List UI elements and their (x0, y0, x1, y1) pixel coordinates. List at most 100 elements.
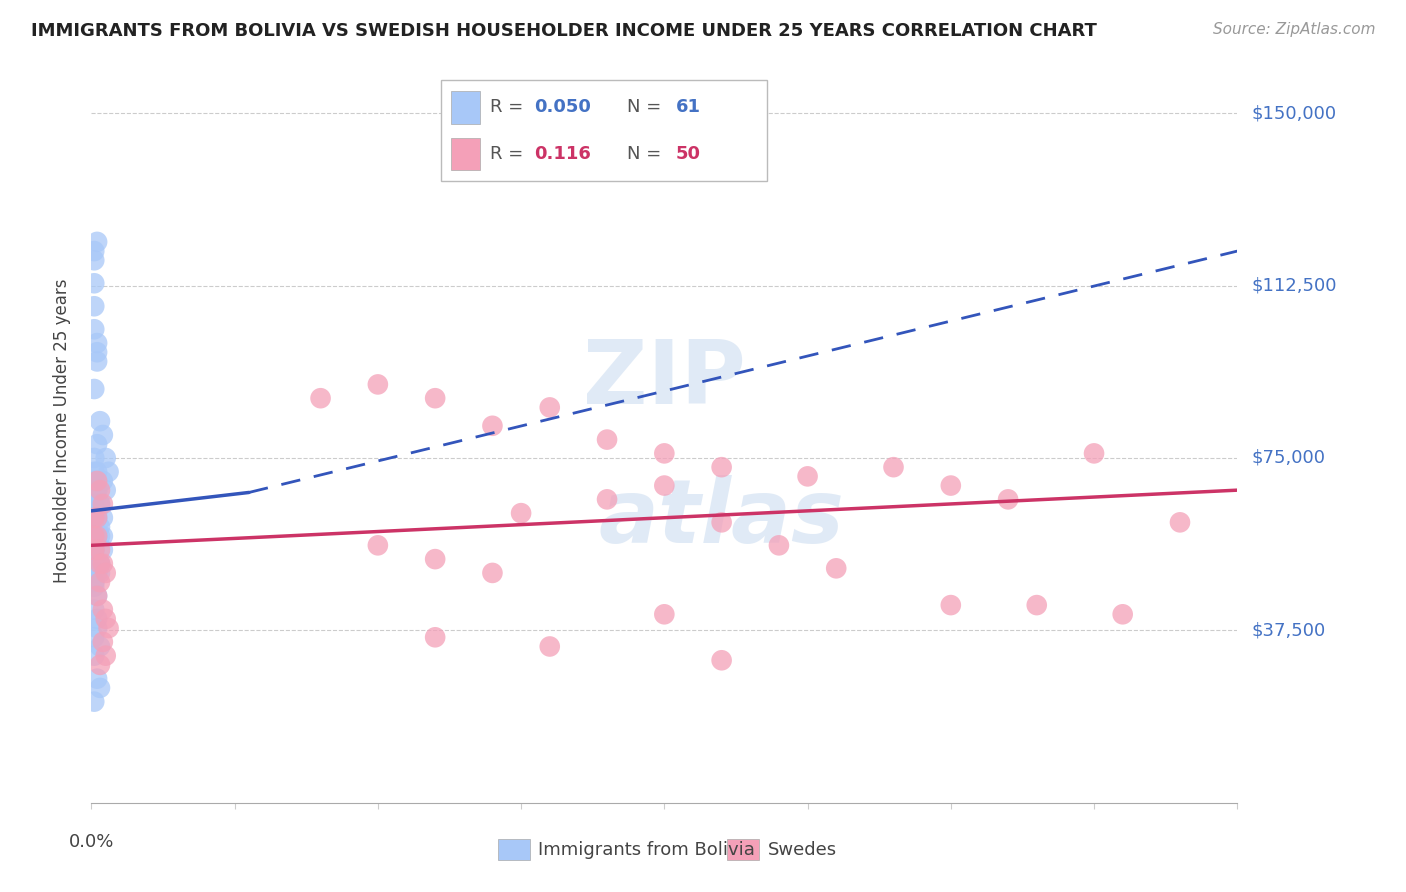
Y-axis label: Householder Income Under 25 years: Householder Income Under 25 years (52, 278, 70, 582)
Point (86, 336, 108, 351)
Point (83, 695, 105, 709)
Point (91, 529, 114, 543)
Point (423, 630, 446, 644)
Point (83, 277, 105, 291)
Point (89, 575, 111, 590)
Point (89, 414, 111, 428)
Point (83, 575, 105, 590)
Point (86, 345, 108, 359)
Point (86, 235, 108, 249)
Point (86, 483, 108, 498)
Point (89, 529, 111, 543)
Point (83, 506, 105, 520)
Point (97, 621, 120, 635)
Point (86, 437, 108, 451)
Point (86, 506, 108, 520)
Point (652, 607, 675, 622)
Point (89, 566, 111, 580)
Point (1083, 446, 1105, 460)
Point (83, 575, 105, 590)
Point (596, 492, 619, 507)
Point (86, 589, 108, 603)
Point (89, 557, 111, 571)
Point (652, 478, 675, 492)
Point (1025, 598, 1047, 612)
Point (83, 543, 105, 558)
Point (652, 446, 675, 460)
Point (1168, 516, 1191, 530)
Point (83, 450, 105, 465)
Point (538, 401, 561, 415)
Point (83, 543, 105, 558)
Point (83, 299, 105, 313)
Point (89, 497, 111, 511)
Point (89, 681, 111, 695)
Point (481, 418, 503, 433)
Point (481, 566, 503, 580)
Point (710, 653, 733, 667)
Point (94, 566, 117, 580)
Point (510, 506, 533, 520)
Point (89, 657, 111, 672)
Point (83, 322, 105, 336)
Text: Immigrants from Bolivia: Immigrants from Bolivia (538, 841, 755, 859)
Point (86, 529, 108, 543)
Point (710, 460, 733, 475)
Bar (727, 839, 759, 860)
Text: $75,000: $75,000 (1251, 449, 1326, 467)
Text: atlas: atlas (599, 475, 845, 562)
Text: Swedes: Swedes (768, 841, 837, 859)
Point (86, 621, 108, 635)
Text: IMMIGRANTS FROM BOLIVIA VS SWEDISH HOUSEHOLDER INCOME UNDER 25 YEARS CORRELATION: IMMIGRANTS FROM BOLIVIA VS SWEDISH HOUSE… (31, 22, 1097, 40)
Point (83, 603, 105, 617)
Point (83, 510, 105, 524)
Point (367, 538, 389, 552)
Point (86, 510, 108, 524)
Point (596, 433, 619, 447)
Point (89, 497, 111, 511)
Point (86, 589, 108, 603)
Point (83, 648, 105, 663)
Point (997, 492, 1019, 507)
Point (94, 612, 117, 626)
Point (94, 450, 117, 465)
Point (83, 510, 105, 524)
Point (1111, 607, 1133, 622)
Point (825, 561, 848, 575)
Point (94, 483, 117, 498)
Point (83, 253, 105, 268)
Point (83, 474, 105, 488)
Bar (498, 839, 530, 860)
Point (768, 538, 790, 552)
Point (939, 478, 962, 492)
Point (796, 469, 818, 483)
Point (91, 603, 114, 617)
Point (89, 520, 111, 534)
Text: ZIP: ZIP (583, 336, 745, 423)
Point (83, 543, 105, 558)
Point (86, 483, 108, 498)
Point (423, 552, 446, 566)
Point (83, 529, 105, 543)
Point (91, 474, 114, 488)
Point (86, 566, 108, 580)
Point (309, 391, 332, 405)
Text: Source: ZipAtlas.com: Source: ZipAtlas.com (1212, 22, 1375, 37)
Point (91, 497, 114, 511)
Point (83, 497, 105, 511)
Point (86, 474, 108, 488)
Point (86, 612, 108, 626)
Point (86, 354, 108, 368)
Point (83, 382, 105, 396)
Text: $37,500: $37,500 (1251, 622, 1326, 640)
Point (91, 428, 114, 442)
Point (83, 630, 105, 644)
Point (97, 465, 120, 479)
Text: 0.0%: 0.0% (69, 832, 114, 851)
Point (86, 465, 108, 479)
Point (94, 648, 117, 663)
Point (86, 510, 108, 524)
Point (423, 391, 446, 405)
Point (939, 598, 962, 612)
Point (83, 543, 105, 558)
